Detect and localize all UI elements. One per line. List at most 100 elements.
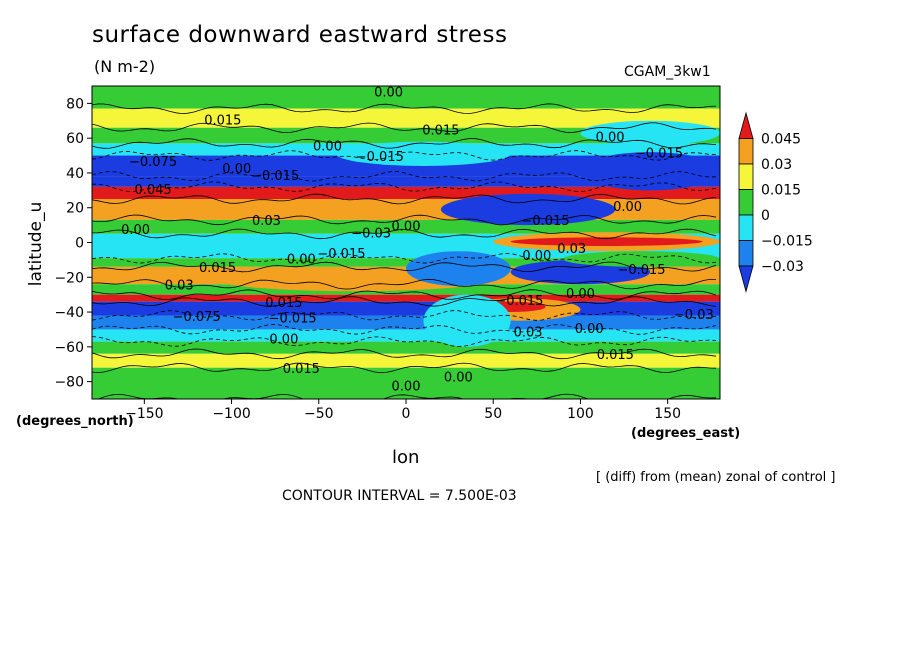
difference-note: [ (diff) from (mean) zonal of control ] [596,470,836,485]
y-axis-units: (degrees_north) [16,414,134,429]
dataset-name: CGAM_3kw1 [624,64,711,80]
colorbar-swatch [738,138,754,165]
contour-line [92,122,717,134]
field-patch [580,152,720,191]
contour-line [92,252,717,264]
contour-line [92,310,717,321]
contour-line [92,296,717,307]
y-tick-label: −20 [54,270,84,286]
field-band [92,294,720,302]
field-patch [510,237,703,246]
field-patch [92,188,441,200]
colorbar-label: 0 [761,208,770,224]
contour-line [92,336,717,347]
x-tick-label: −50 [304,406,334,422]
contour-label: 0.03 [165,278,194,293]
contour-label: −0.075 [129,155,177,170]
contour-line [92,150,717,161]
contour-label: 0.00 [374,85,403,100]
contour-label: 0.00 [392,379,421,394]
y-tick-label: −80 [54,375,84,391]
contour-label: 0.00 [222,162,251,177]
contour-label: −0.015 [251,169,299,184]
field-band [92,108,720,128]
contour-label: −0.015 [317,247,365,262]
chart-title: surface downward eastward stress [92,22,508,48]
contour-label: 0.00 [287,252,316,267]
contour-label: −0.03 [674,308,714,323]
contour-line [96,393,717,399]
contour-label: 0.015 [204,113,241,128]
contour-label: −0.015 [356,150,404,165]
contour-label: 0.00 [444,371,473,386]
contour-line [92,228,717,240]
contour-line [92,348,717,360]
contour-line [92,193,717,205]
field-patch [126,199,424,220]
field-band [92,329,720,342]
y-tick-label: 40 [66,166,84,182]
colorbar-swatch [738,214,754,241]
contour-line [92,261,717,273]
x-axis-label: lon [392,447,420,468]
field-patch [406,251,511,286]
contour-label: 0.015 [283,362,320,377]
x-tick-label: 50 [484,406,502,422]
contour-line [92,181,717,193]
contour-line [92,289,717,300]
colorbar-label: 0.015 [761,183,801,199]
x-tick-label: −150 [125,406,163,422]
contour-label: −0.015 [269,312,317,327]
y-tick-label: 20 [66,201,84,217]
contour-line [92,138,717,149]
contour-interval: CONTOUR INTERVAL = 7.500E-03 [282,488,517,504]
contour-label: 0.015 [265,296,302,311]
contour-label: 0.00 [121,223,150,238]
contour-line [92,362,717,374]
colorbar-label: 0.045 [761,132,801,148]
contour-line [92,324,717,335]
field-layer: 0.000.0150.0150.00−0.0150.00−0.015−0.075… [92,85,720,399]
contour-label: 0.03 [514,325,543,340]
contour-label: −0.015 [635,146,683,161]
field-band [92,176,720,187]
field-band [92,86,720,109]
colorbar-label: −0.03 [761,259,804,275]
y-tick-label: −40 [54,305,84,321]
contour-line [92,171,717,182]
contour-label: 0.015 [199,261,236,276]
contour-label: 0.00 [596,131,625,146]
contour-label: 0.015 [597,348,634,363]
contour-line [92,103,717,115]
colorbar-swatch [738,189,754,216]
contour-line [92,214,717,226]
y-tick-label: 0 [75,236,84,252]
contour-label: 0.00 [566,287,595,302]
field-band [92,155,720,177]
x-tick-label: 100 [567,406,594,422]
contour-label: 0.03 [252,214,281,229]
colorbar-swatch [738,265,754,294]
contour-label: 0.00 [613,200,642,215]
colorbar-label: −0.015 [761,234,813,250]
field-band [92,367,720,399]
field-band [92,341,720,354]
contour-label: 0.00 [313,139,342,154]
colorbar-label: 0.03 [761,157,792,173]
y-tick-label: −60 [54,340,84,356]
colorbar-swatch [738,111,754,139]
contour-label: −0.075 [173,310,221,325]
contour-label: 0.00 [269,332,298,347]
colorbar-swatch [738,240,754,267]
contour-label: 0.045 [134,183,171,198]
contour-label: 0.00 [392,219,421,234]
y-tick-label: 60 [66,131,84,147]
contour-label: 0.015 [422,124,459,139]
contour-label: 0.03 [557,242,586,257]
x-axis-units: (degrees_east) [631,426,741,441]
contour-label: 0.00 [575,322,604,337]
field-patch [580,120,720,146]
field-band [92,258,720,267]
contour-line [92,278,716,290]
